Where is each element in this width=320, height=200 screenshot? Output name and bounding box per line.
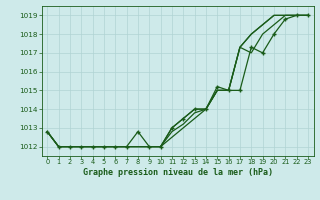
X-axis label: Graphe pression niveau de la mer (hPa): Graphe pression niveau de la mer (hPa) [83,168,273,177]
